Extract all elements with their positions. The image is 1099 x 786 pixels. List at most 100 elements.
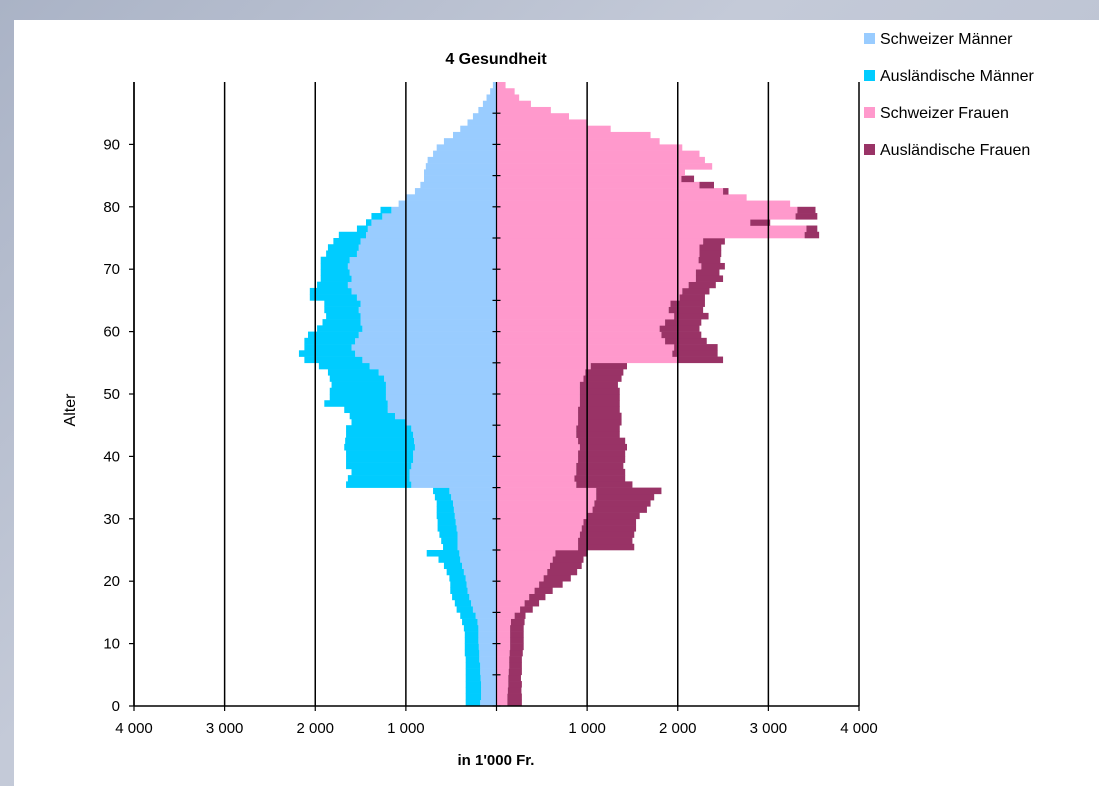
bar-schweizer-frauen	[496, 269, 696, 276]
bar-schweizer-frauen	[496, 281, 689, 289]
bar-auslaendische-maenner	[462, 618, 478, 626]
bar-schweizer-frauen	[496, 106, 551, 114]
bar-schweizer-frauen	[496, 181, 700, 189]
bar-auslaendische-frauen	[674, 344, 718, 351]
bar-schweizer-frauen	[496, 518, 584, 526]
bar-schweizer-frauen	[496, 662, 510, 669]
bar-schweizer-maenner	[478, 106, 497, 114]
bar-schweizer-frauen	[496, 550, 556, 557]
bar-auslaendische-frauen	[672, 350, 718, 357]
bar-auslaendische-maenner	[380, 206, 392, 214]
bar-schweizer-frauen	[496, 394, 580, 401]
bar-auslaendische-maenner	[443, 543, 458, 551]
bar-schweizer-frauen	[496, 194, 747, 201]
bar-schweizer-maenner	[451, 493, 497, 501]
bar-schweizer-maenner	[384, 375, 497, 382]
x-tick-label: 4 000	[115, 720, 153, 737]
bar-schweizer-maenner	[479, 649, 497, 657]
bar-auslaendische-maenner	[366, 219, 372, 226]
bar-auslaendische-frauen	[576, 481, 633, 488]
bar-schweizer-maenner	[356, 294, 497, 301]
bar-schweizer-maenner	[424, 169, 497, 176]
bar-schweizer-maenner	[362, 356, 497, 364]
bar-schweizer-maenner	[472, 606, 497, 613]
bar-auslaendische-maenner	[333, 238, 361, 245]
bar-auslaendische-frauen	[668, 306, 704, 314]
bar-schweizer-maenner	[351, 344, 497, 351]
bar-schweizer-frauen	[496, 163, 713, 170]
bar-auslaendische-maenner	[450, 581, 467, 588]
bar-auslaendische-frauen	[806, 225, 818, 233]
bar-schweizer-maenner	[492, 82, 497, 89]
bar-auslaendische-maenner	[329, 375, 385, 382]
bar-auslaendische-maenner	[347, 475, 410, 482]
bar-schweizer-frauen	[496, 337, 666, 345]
bar-auslaendische-maenner	[436, 500, 453, 507]
bar-auslaendische-maenner	[320, 269, 350, 276]
bar-schweizer-frauen	[496, 475, 575, 482]
bar-auslaendische-frauen	[699, 250, 722, 258]
bar-schweizer-maenner	[463, 568, 497, 576]
bar-auslaendische-maenner	[351, 418, 406, 426]
bar-auslaendische-frauen	[579, 381, 618, 389]
bar-schweizer-maenner	[462, 562, 497, 570]
bar-auslaendische-frauen	[674, 312, 709, 320]
bar-auslaendische-frauen	[579, 400, 620, 407]
bar-schweizer-frauen	[496, 119, 588, 126]
bar-schweizer-maenner	[413, 456, 497, 463]
bar-schweizer-maenner	[478, 631, 497, 638]
bar-auslaendische-frauen	[576, 431, 620, 438]
bar-auslaendische-maenner	[345, 437, 415, 445]
bar-schweizer-maenner	[409, 468, 497, 476]
bar-auslaendische-maenner	[346, 481, 412, 488]
bar-auslaendische-frauen	[661, 331, 702, 339]
bar-auslaendische-maenner	[338, 231, 366, 239]
bar-schweizer-frauen	[496, 100, 531, 108]
bar-auslaendische-maenner	[465, 668, 481, 676]
bar-schweizer-maenner	[362, 325, 497, 332]
bar-auslaendische-frauen	[507, 699, 522, 707]
bar-auslaendische-maenner	[436, 512, 455, 520]
legend-label: Schweizer Männer	[880, 31, 1013, 48]
bar-schweizer-maenner	[391, 206, 497, 214]
bar-schweizer-frauen	[496, 531, 580, 538]
bar-auslaendische-frauen	[703, 238, 725, 245]
bar-auslaendische-frauen	[681, 175, 695, 183]
bar-auslaendische-maenner	[322, 319, 361, 326]
x-tick-label: 3 000	[206, 720, 244, 737]
bar-auslaendische-frauen	[576, 425, 620, 432]
bar-schweizer-frauen	[496, 213, 796, 220]
bar-auslaendische-maenner	[465, 699, 481, 707]
legend-label: Schweizer Frauen	[880, 105, 1009, 122]
y-tick-label: 90	[103, 136, 120, 153]
bar-schweizer-frauen	[496, 481, 577, 488]
bar-schweizer-frauen	[496, 468, 577, 476]
bar-schweizer-frauen	[496, 512, 588, 520]
y-tick-label: 70	[103, 261, 120, 278]
bar-auslaendische-frauen	[581, 525, 637, 532]
bar-auslaendische-maenner	[465, 662, 481, 669]
bar-auslaendische-frauen	[579, 531, 635, 538]
bar-auslaendische-frauen	[578, 412, 622, 420]
bar-schweizer-maenner	[360, 300, 497, 307]
bar-schweizer-maenner	[460, 125, 497, 133]
bar-auslaendische-maenner	[304, 344, 352, 351]
bar-schweizer-maenner	[477, 618, 497, 626]
bar-schweizer-maenner	[351, 275, 497, 282]
legend: Schweizer Männer Ausländische Männer Schwe…	[864, 31, 1035, 159]
legend-label: Ausländische Frauen	[880, 142, 1030, 159]
bar-schweizer-maenner	[478, 624, 497, 632]
bar-schweizer-maenner	[349, 256, 497, 264]
bar-schweizer-frauen	[496, 699, 508, 707]
bar-auslaendische-maenner	[308, 331, 359, 339]
bar-auslaendische-maenner	[426, 550, 460, 557]
bar-schweizer-maenner	[453, 131, 497, 139]
bar-auslaendische-frauen	[583, 375, 622, 382]
bar-schweizer-frauen	[496, 637, 511, 644]
bar-schweizer-frauen	[496, 493, 597, 501]
bar-auslaendische-maenner	[433, 487, 450, 495]
bar-schweizer-frauen	[496, 113, 569, 120]
bar-auslaendische-maenner	[356, 225, 368, 233]
bar-schweizer-maenner	[480, 662, 497, 669]
bar-auslaendische-maenner	[324, 400, 388, 407]
